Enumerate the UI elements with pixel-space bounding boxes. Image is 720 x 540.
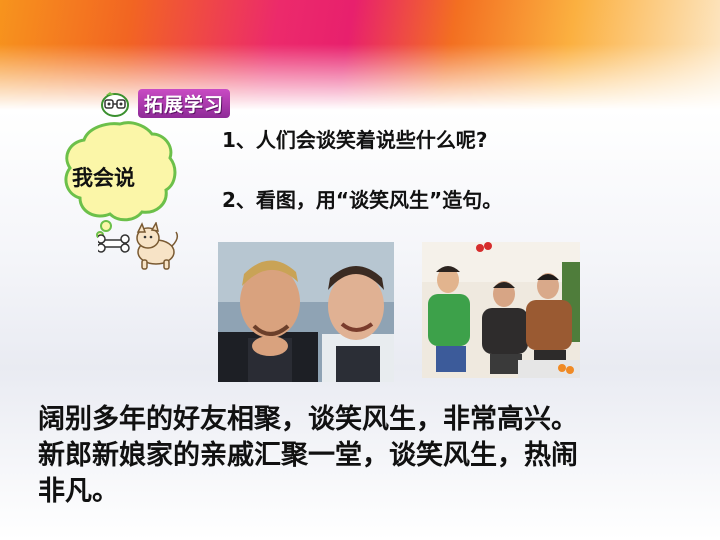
two-men-laughing-photo <box>218 242 394 382</box>
answer-paragraph: 阔别多年的好友相聚，谈笑风生，非常高兴。 新郎新娘家的亲戚汇聚一堂，谈笑风生，热… <box>38 402 698 510</box>
question-2: 2、看图，用“谈笑风生”造句。 <box>222 188 503 212</box>
question-1: 1、人们会谈笑着说些什么呢? <box>222 128 488 152</box>
section-tag-label: 拓展学习 <box>138 88 231 118</box>
puppy-icon <box>98 222 179 270</box>
answer-line-1: 阔别多年的好友相聚，谈笑风生，非常高兴。 <box>38 404 578 435</box>
answer-line-2: 新郎新娘家的亲戚汇聚一堂，谈笑风生，热闹 <box>38 440 578 471</box>
face-icon <box>100 91 130 117</box>
bubble-label: 我会说 <box>72 166 135 190</box>
speech-bubble <box>64 121 177 238</box>
header-banner <box>0 0 720 110</box>
family-gathering-photo <box>422 242 580 378</box>
answer-line-3: 非凡。 <box>38 476 119 507</box>
section-tag: 拓展学习 <box>100 88 231 118</box>
